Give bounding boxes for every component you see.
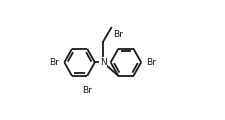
Text: Br: Br: [49, 58, 59, 67]
Text: N: N: [99, 58, 106, 67]
Text: Br: Br: [146, 58, 156, 67]
Text: Br: Br: [113, 30, 123, 39]
Text: Br: Br: [82, 86, 92, 95]
